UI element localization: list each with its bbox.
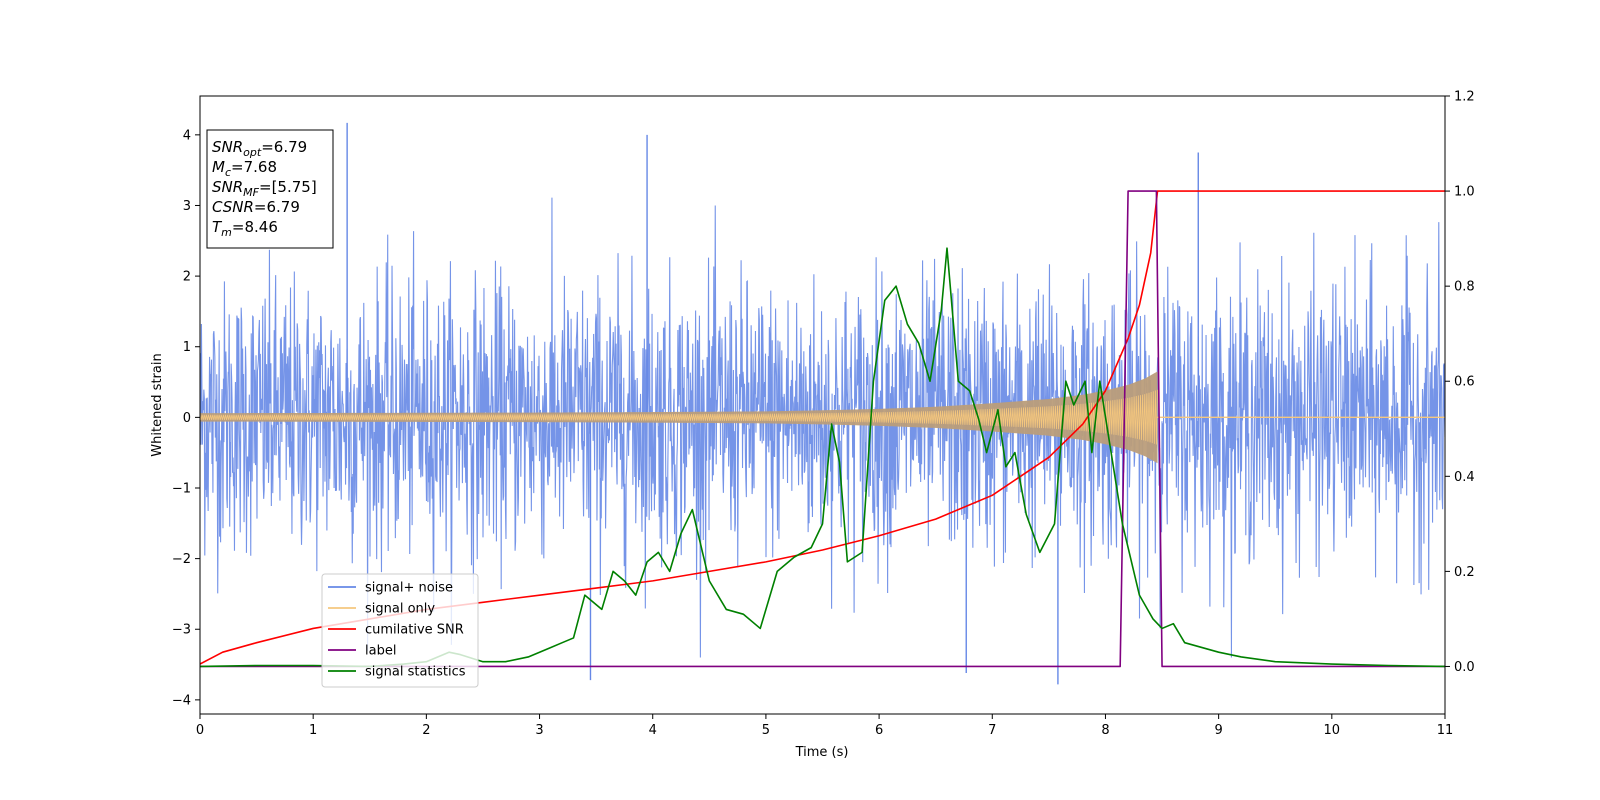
y-axis-label: Whitened strain: [150, 353, 165, 456]
legend-label-signal-statistics: signal statistics: [365, 665, 466, 680]
series-signal-noise-line: [200, 197, 1445, 658]
y-tick-label-3: 1: [183, 340, 191, 355]
y-tick-label-5: −1: [172, 481, 191, 496]
x-tick-label-1: 1: [309, 723, 317, 738]
y2-tick-label-5: 1.0: [1454, 185, 1475, 200]
y2-tick-label-0: 0.0: [1454, 660, 1475, 675]
x-tick-label-2: 2: [422, 723, 430, 738]
legend-label-signal-only: signal only: [365, 602, 435, 617]
annotation-line-1: Mc=7.68: [212, 158, 277, 179]
y2-tick-label-3: 0.6: [1454, 375, 1475, 390]
y-tick-label-8: −4: [172, 693, 191, 708]
plot-frame: [199, 95, 1446, 715]
annotation-box-frame: [206, 129, 334, 249]
y-tick-label-6: −2: [172, 552, 191, 567]
y2-tick-label-6: 1.2: [1454, 90, 1475, 105]
y2-tick-label-1: 0.2: [1454, 565, 1475, 580]
x-axis-label: Time (s): [795, 745, 849, 760]
annotation-line-2: SNRMF=[5.75]: [212, 178, 317, 199]
x-tick-label-3: 3: [535, 723, 543, 738]
x-tick-label-7: 7: [988, 723, 996, 738]
series-label-line: [200, 190, 1445, 668]
series-signal-only-band: [200, 371, 1158, 464]
series-signal-only-line: [200, 389, 1158, 445]
y-tick-label-1: 3: [183, 199, 191, 214]
legend-frame: [321, 573, 479, 688]
x-tick-label-8: 8: [1101, 723, 1109, 738]
annotation-line-4: Tm=8.46: [212, 218, 278, 239]
y2-tick-label-4: 0.8: [1454, 280, 1475, 295]
x-tick-label-11: 11: [1437, 723, 1454, 738]
x-tick-label-4: 4: [649, 723, 657, 738]
y-tick-label-7: −3: [172, 623, 191, 638]
legend-label-signal-noise: signal+ noise: [365, 581, 453, 596]
legend: signal+ noise signal only cumilative SNR la…: [321, 573, 479, 688]
legend-label-cumilative-snr: cumilative SNR: [365, 623, 464, 638]
y-tick-label-2: 2: [183, 270, 191, 285]
series-signal-statistics-line: [200, 247, 1445, 668]
annotation-line-3: CSNR=6.79: [212, 198, 300, 216]
x-tick-label-10: 10: [1324, 723, 1341, 738]
annotation-line-0: SNRopt=6.79: [212, 138, 307, 159]
x-tick-label-6: 6: [875, 723, 883, 738]
y2-tick-label-2: 0.4: [1454, 470, 1475, 485]
y-tick-label-0: 4: [183, 128, 191, 143]
y-tick-label-4: 0: [183, 411, 191, 426]
x-tick-label-0: 0: [196, 723, 204, 738]
x-tick-label-5: 5: [762, 723, 770, 738]
x-tick-label-9: 9: [1214, 723, 1222, 738]
legend-label-label: label: [365, 644, 396, 659]
axes-layer: 0 1 2 3 4 5 6 7 8 9 10 1143210−1−2−3−40.00.20.40.60…: [172, 90, 1475, 739]
